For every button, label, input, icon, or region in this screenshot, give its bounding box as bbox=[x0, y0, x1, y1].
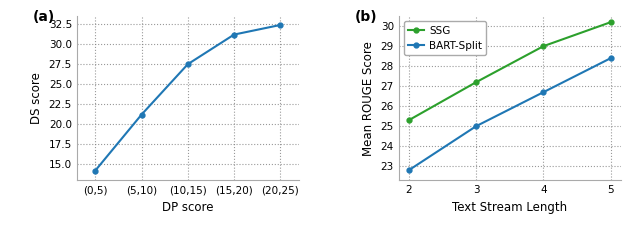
BART-Split bbox=[607, 57, 614, 60]
SSG bbox=[405, 119, 413, 122]
BART-Split bbox=[540, 91, 547, 94]
Line: BART-Split: BART-Split bbox=[406, 56, 613, 173]
Y-axis label: DS score: DS score bbox=[30, 72, 43, 124]
SSG bbox=[607, 21, 614, 24]
BART-Split bbox=[405, 169, 413, 172]
X-axis label: Text Stream Length: Text Stream Length bbox=[452, 201, 567, 214]
Y-axis label: Mean ROUGE Score: Mean ROUGE Score bbox=[362, 41, 375, 156]
Line: SSG: SSG bbox=[406, 20, 613, 123]
Text: (b): (b) bbox=[355, 10, 377, 24]
SSG bbox=[472, 81, 480, 84]
X-axis label: DP score: DP score bbox=[162, 201, 214, 214]
Legend: SSG, BART-Split: SSG, BART-Split bbox=[404, 21, 486, 55]
Text: (a): (a) bbox=[33, 10, 54, 24]
BART-Split bbox=[472, 125, 480, 128]
SSG bbox=[540, 45, 547, 48]
